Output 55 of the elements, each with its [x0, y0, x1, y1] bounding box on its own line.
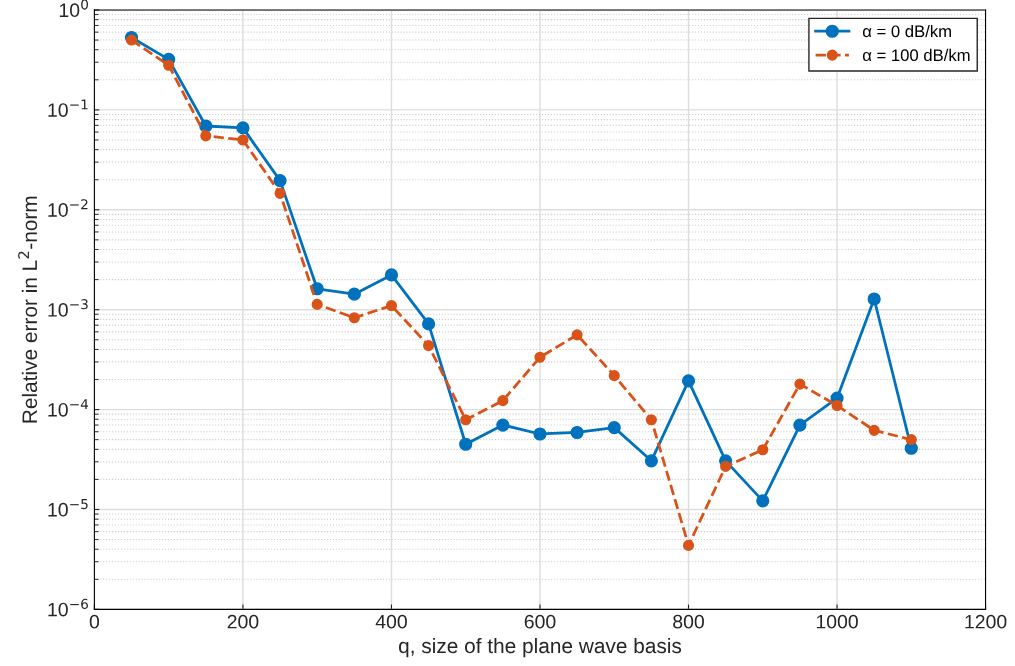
point [163, 59, 175, 71]
point [571, 329, 583, 341]
point [905, 434, 917, 446]
point [459, 437, 473, 451]
y-tick-label: 10$^{0}$ [59, 0, 88, 18]
y-tick-label: 10$^{−5}$ [48, 499, 88, 517]
point [496, 418, 510, 432]
y-tick-label: 10$^{−6}$ [48, 598, 88, 617]
y-axis-title: Relative error in L$^{2}$-norm [18, 196, 38, 423]
y-tick-label: 10$^{−3}$ [48, 299, 88, 317]
point [347, 287, 361, 301]
point [607, 421, 621, 435]
point [645, 414, 657, 426]
point [311, 298, 323, 310]
x-tick-label: 400 [375, 614, 407, 629]
point [644, 454, 658, 468]
point [348, 312, 360, 324]
point [421, 317, 436, 331]
point [423, 340, 435, 352]
point [608, 370, 620, 382]
x-tick-label: 1000 [816, 614, 858, 629]
point [757, 444, 769, 456]
point [274, 187, 286, 199]
point [273, 173, 287, 188]
point [125, 34, 138, 46]
point [867, 292, 881, 306]
x-tick-label: 200 [227, 614, 259, 629]
x-tick-label: 0 [89, 614, 100, 629]
point [794, 378, 806, 390]
point [868, 424, 880, 436]
x-axis-title: q, size of the plane wave basis [399, 637, 682, 658]
y-tick-label: 10$^{−4}$ [48, 399, 89, 417]
point [236, 121, 250, 135]
y-tick-label: 10$^{−1}$ [48, 99, 88, 117]
point [460, 414, 472, 426]
point [384, 268, 399, 282]
point [385, 299, 398, 312]
point [497, 395, 509, 407]
point [570, 425, 584, 440]
point [831, 399, 843, 412]
legend-label: α = 0 dB/km [862, 24, 951, 38]
point [756, 494, 770, 508]
point [200, 130, 212, 142]
point [681, 374, 696, 388]
legend-label: α = 100 dB/km [862, 48, 970, 62]
point [237, 134, 249, 146]
x-tick-label: 1200 [965, 614, 1007, 629]
point [793, 418, 807, 432]
x-tick-label: 600 [524, 614, 556, 629]
point [720, 460, 732, 472]
point [534, 351, 546, 363]
point [533, 427, 547, 441]
point [682, 539, 695, 551]
y-tick-label: 10$^{−2}$ [48, 199, 88, 217]
x-tick-label: 800 [673, 614, 704, 629]
